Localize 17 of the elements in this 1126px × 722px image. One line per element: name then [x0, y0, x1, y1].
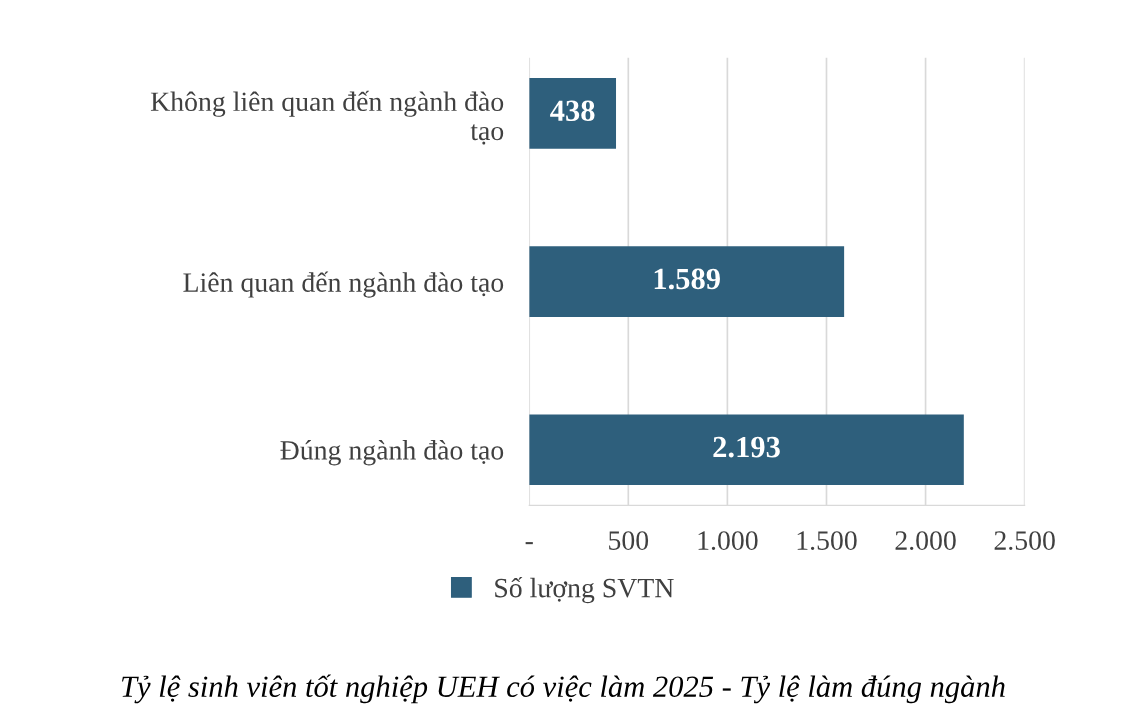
x-tick-label: 2.000	[895, 531, 956, 551]
y-tick-label: Liên quan đến ngành đào tạo	[183, 271, 504, 298]
y-tick-label: Không liên quan đến ngành đào tạo	[150, 90, 504, 145]
bar	[529, 246, 845, 317]
bar	[529, 78, 617, 149]
x-tick-label: 1.000	[698, 531, 758, 551]
x-tick-label: 500	[609, 531, 649, 550]
data-label: 2.193	[713, 436, 780, 458]
x-tick-label: -	[525, 542, 533, 545]
text: Tỷ lệ sinh viên tốt nghiệp UEH có việc làm 2025 - Tỷ lệ làm đúng ngành	[122, 674, 1005, 704]
x-tick-label: 1.500	[797, 531, 857, 551]
y-tick-label: Đúng ngành đào tạo	[280, 440, 504, 466]
legend-label: Số lượng SVTN	[495, 577, 674, 604]
data-label: 1.589	[654, 268, 720, 290]
bar	[529, 414, 964, 486]
data-label: 438	[550, 100, 595, 122]
x-tick-label: 2.500	[994, 531, 1055, 551]
